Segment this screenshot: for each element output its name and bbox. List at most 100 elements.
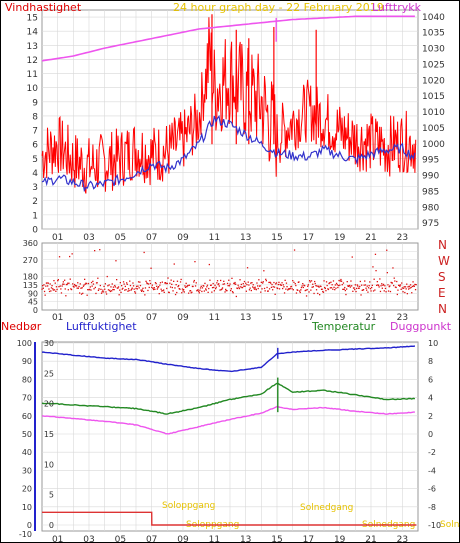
wind-direction-point: [275, 283, 277, 285]
sun-annotation: Soloppgang: [162, 501, 215, 511]
wind-direction-point: [41, 288, 43, 290]
wind-direction-point: [125, 289, 127, 291]
wind-direction-point: [329, 287, 331, 289]
pressure-tick: 1020: [422, 76, 445, 86]
wind-direction-point: [331, 284, 333, 286]
temperature-tick: 8: [428, 357, 433, 366]
pressure-tick: 1040: [422, 13, 445, 23]
wind-direction-point: [305, 289, 307, 291]
wind-direction-point: [181, 292, 183, 294]
wind-direction-point: [401, 282, 403, 284]
wind-direction-point: [54, 282, 56, 284]
wind-direction-point: [404, 286, 407, 288]
wind-direction-point: [367, 287, 370, 289]
wind-direction-point: [376, 284, 378, 286]
pressure-tick: 1015: [422, 92, 445, 102]
wind-direction-point: [91, 285, 93, 287]
wind-direction-point: [309, 280, 311, 282]
wind-speed-tick: 0: [32, 226, 38, 236]
wind-direction-point: [252, 284, 254, 286]
hour-tick: 09: [177, 233, 189, 243]
wind-direction-point: [198, 290, 200, 293]
wind-direction-point: [53, 280, 55, 282]
wind-direction-point: [243, 280, 246, 283]
wind-direction-point: [265, 280, 267, 282]
wind-direction-point: [292, 280, 294, 282]
wind-direction-point: [260, 291, 262, 293]
pressure-tick: 1030: [422, 45, 445, 55]
wind-direction-point: [142, 290, 145, 293]
temperature-tick: 2: [428, 412, 433, 421]
wind-direction-point: [159, 282, 162, 284]
wind-direction-point: [127, 288, 130, 290]
wind-direction-point: [50, 287, 53, 289]
wind-direction-point: [56, 288, 58, 291]
hour-tick: 09: [177, 313, 189, 323]
wind-direction-point: [78, 285, 80, 288]
wind-direction-point: [60, 288, 62, 290]
wind-direction-point: [70, 288, 72, 290]
wind-direction-point: [281, 282, 283, 284]
wind-direction-point: [132, 285, 135, 287]
wind-direction-point: [164, 282, 167, 284]
wind-direction-point: [117, 287, 119, 289]
wind-speed-tick: 3: [32, 183, 38, 193]
wind-direction-point: [77, 287, 79, 289]
direction-tick: 90: [28, 289, 38, 298]
wind-direction-point: [394, 280, 396, 282]
wind-direction-point: [262, 282, 264, 284]
wind-direction-point: [218, 285, 220, 287]
wind-direction-point: [199, 287, 202, 289]
wind-direction-point: [100, 292, 103, 294]
direction-tick: 180: [23, 273, 38, 282]
wind-direction-point: [69, 255, 71, 258]
wind-direction-point: [185, 282, 187, 284]
wind-direction-point: [389, 290, 392, 293]
wind-direction-point: [92, 283, 95, 285]
wind-direction-point: [110, 286, 112, 288]
wind-direction-point: [374, 289, 376, 291]
wind-direction-point: [351, 256, 353, 258]
wind-direction-point: [404, 291, 406, 294]
wind-direction-point: [325, 281, 328, 283]
wind-speed-tick: 11: [27, 70, 38, 80]
wind-direction-point: [129, 284, 132, 287]
wind-direction-point: [98, 288, 100, 290]
wind-direction-point: [279, 283, 281, 286]
wind-speed-label: Vindhastighet: [5, 1, 82, 14]
wind-direction-point: [255, 289, 257, 291]
wind-direction-point: [302, 283, 304, 285]
wind-direction-point: [175, 284, 177, 286]
wind-pressure-series: [41, 14, 417, 194]
hour-tick: 03: [83, 535, 94, 543]
hour-tick: 07: [146, 535, 157, 543]
wind-direction-point: [87, 289, 89, 291]
humidity-tick: 20: [44, 400, 54, 409]
temperature-tick: -8: [428, 503, 436, 512]
wind-direction-point: [208, 287, 210, 290]
wind-direction-point: [44, 294, 46, 296]
wind-direction-point: [60, 292, 63, 294]
pressure-tick: 1005: [422, 124, 445, 134]
wind-direction-point: [99, 284, 101, 287]
wind-direction-point: [112, 286, 115, 288]
wind-direction-point: [115, 260, 117, 262]
wind-direction-point: [312, 283, 314, 285]
wind-direction-point: [79, 292, 81, 294]
wind-direction-point: [50, 290, 52, 292]
wind-direction-point: [381, 287, 383, 289]
wind-direction-point: [146, 282, 148, 285]
wind-direction-point: [137, 281, 140, 283]
wind-direction-point: [131, 287, 133, 289]
wind-direction-point: [235, 295, 237, 298]
wind-direction-point: [250, 282, 252, 284]
precipitation-tick: 30: [22, 466, 32, 475]
wind-direction-point: [46, 282, 48, 284]
wind-direction-point: [272, 289, 274, 291]
wind-speed-tick: 5: [32, 155, 38, 165]
temperature-tick: 0: [428, 430, 433, 439]
pressure-tick: 1010: [422, 108, 445, 118]
wind-direction-point: [295, 292, 298, 294]
compass-label: E: [438, 286, 446, 300]
